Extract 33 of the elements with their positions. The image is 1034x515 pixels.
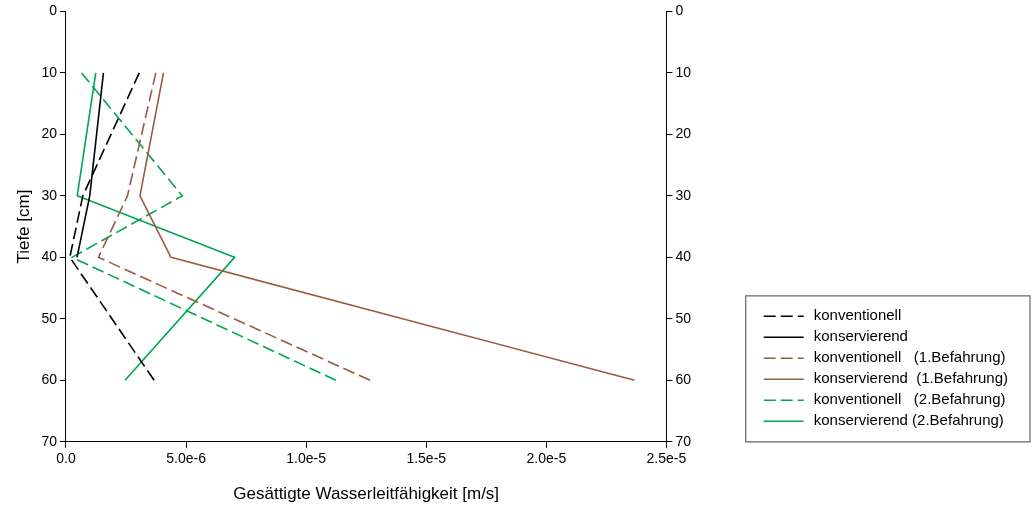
y2-tick-label: 0 — [675, 2, 684, 19]
y-tick-label: 20 — [41, 125, 58, 142]
x-tick-label: 5.0e-6 — [166, 450, 207, 467]
y-tick-label: 40 — [41, 248, 58, 265]
legend-label: konventionell — [813, 306, 902, 324]
y-tick-label: 50 — [41, 309, 58, 326]
x-tick-label: 2.0e-5 — [526, 450, 567, 467]
y-tick-label: 0 — [49, 2, 58, 19]
legend-label: konservierend (2.Befahrung) — [813, 411, 1004, 429]
y2-tick-label: 60 — [675, 371, 692, 388]
x-tick-label: 0.0 — [56, 450, 76, 467]
legend-label: konventionell (1.Befahrung) — [813, 348, 1006, 366]
y2-tick-label: 70 — [675, 432, 692, 449]
y-tick-label: 60 — [41, 371, 58, 388]
line-series — [69, 72, 155, 382]
x-tick-label: 1.5e-5 — [406, 450, 447, 467]
y2-tick-label: 30 — [675, 186, 692, 203]
line-series — [97, 72, 371, 382]
line-series — [71, 72, 337, 382]
y-tick-label: 30 — [41, 186, 58, 203]
y2-tick-label: 10 — [675, 63, 692, 80]
y2-tick-label: 20 — [675, 125, 692, 142]
legend-label: konservierend — [813, 327, 908, 345]
y-tick-label: 10 — [41, 63, 58, 80]
x-tick-label: 2.5e-5 — [646, 450, 687, 467]
y2-tick-label: 50 — [675, 309, 692, 326]
y2-tick-label: 40 — [675, 248, 692, 265]
y-axis-title: Tiefe [cm] — [13, 189, 33, 264]
x-tick-label: 1.0e-5 — [286, 450, 327, 467]
x-axis-title: Gesättigte Wasserleitfähigkeit [m/s] — [233, 484, 500, 504]
legend-label: konservierend (1.Befahrung) — [813, 369, 1009, 387]
legend-label: konventionell (2.Befahrung) — [813, 390, 1006, 408]
y-tick-label: 70 — [41, 432, 58, 449]
